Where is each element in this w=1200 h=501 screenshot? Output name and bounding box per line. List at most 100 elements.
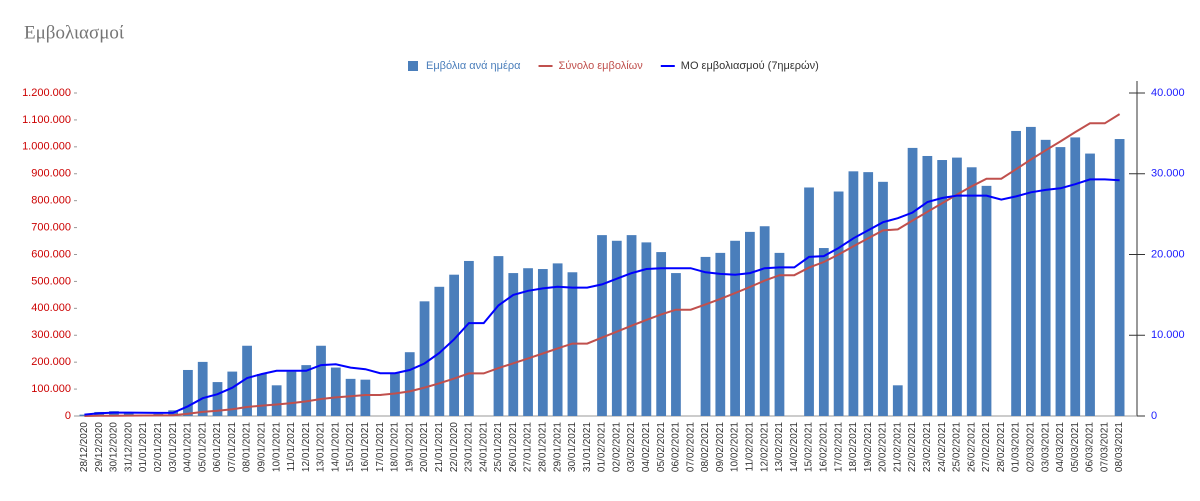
x-tick-label: 20/02/2021 xyxy=(878,422,889,472)
bar xyxy=(301,365,312,416)
bar xyxy=(537,269,548,416)
x-tick-label: 05/02/2021 xyxy=(656,422,667,472)
x-tick-label: 02/03/2021 xyxy=(1026,422,1037,472)
x-tick-label: 01/02/2021 xyxy=(597,422,608,472)
y2-tick-label: 20.000 xyxy=(1151,248,1185,260)
bar xyxy=(952,157,962,416)
bar xyxy=(1114,139,1125,416)
x-tick-label: 27/01/2021 xyxy=(523,422,534,472)
bar xyxy=(434,286,445,416)
x-tick-label: 04/01/2021 xyxy=(183,422,194,472)
bar xyxy=(878,181,888,416)
y-tick-label: 200.000 xyxy=(31,356,71,368)
bar xyxy=(360,379,371,416)
bar xyxy=(922,155,933,417)
x-tick-label: 02/01/2021 xyxy=(153,422,164,472)
y2-tick-label: 40.000 xyxy=(1151,87,1185,99)
x-tick-label: 25/02/2021 xyxy=(952,422,963,472)
bar xyxy=(863,172,874,416)
x-tick-label: 23/01/2021 xyxy=(464,422,475,472)
x-tick-label: 11/02/2021 xyxy=(745,422,756,472)
y-tick-label: 600.000 xyxy=(31,248,71,260)
x-tick-label: 13/02/2021 xyxy=(774,422,785,472)
x-tick-label: 08/02/2021 xyxy=(700,422,711,472)
y-tick-label: 800.000 xyxy=(31,195,71,207)
x-tick-label: 08/03/2021 xyxy=(1114,422,1125,472)
bar xyxy=(848,171,859,416)
x-tick-label: 12/01/2021 xyxy=(301,422,312,472)
x-tick-label: 28/01/2021 xyxy=(537,422,548,472)
x-tick-label: 03/02/2021 xyxy=(626,422,637,472)
bar xyxy=(745,231,755,416)
bar xyxy=(123,412,134,416)
x-tick-label: 17/01/2021 xyxy=(375,422,386,472)
legend-label: Εμβόλια ανά ημέρα xyxy=(426,60,521,72)
x-tick-label: 15/01/2021 xyxy=(345,422,356,472)
bar xyxy=(804,187,814,416)
x-tick-label: 15/02/2021 xyxy=(804,422,815,472)
y-tick-label: 1.100.000 xyxy=(22,114,71,126)
bar xyxy=(271,385,282,416)
legend-label: Σύνολο εμβολίων xyxy=(559,60,644,72)
x-tick-label: 31/01/2021 xyxy=(582,422,593,472)
bar xyxy=(508,273,519,416)
x-tick-label: 24/02/2021 xyxy=(937,422,948,472)
bar xyxy=(227,371,238,416)
x-tick-label: 27/02/2021 xyxy=(981,422,992,472)
bar xyxy=(1011,130,1021,416)
line xyxy=(84,178,1120,416)
x-tick-label: 01/03/2021 xyxy=(1011,422,1022,472)
x-tick-label: 13/01/2021 xyxy=(316,422,327,472)
y-tick-label: 700.000 xyxy=(31,221,71,233)
x-tick-label: 21/01/2021 xyxy=(434,422,445,472)
x-tick-label: 09/01/2021 xyxy=(256,422,267,472)
x-tick-label: 14/01/2021 xyxy=(330,422,341,472)
bar xyxy=(419,301,430,416)
x-tick-label: 06/01/2021 xyxy=(212,422,223,472)
x-tick-label: 07/01/2021 xyxy=(227,422,238,472)
x-tick-label: 23/02/2021 xyxy=(922,422,933,472)
bar xyxy=(449,274,459,416)
bar xyxy=(523,268,533,416)
bar xyxy=(759,226,770,416)
bar xyxy=(597,235,607,416)
y-tick-label: 900.000 xyxy=(31,168,71,180)
x-tick-label: 11/01/2021 xyxy=(286,422,297,472)
y-tick-label: 0 xyxy=(65,410,71,422)
legend: Εμβόλια ανά ημέρα Σύνολο εμβολίων ΜΟ εμβολ… xyxy=(408,60,819,72)
x-tick-label: 07/02/2021 xyxy=(685,422,696,472)
bar xyxy=(1040,139,1051,416)
bar xyxy=(286,371,297,416)
bar xyxy=(242,345,252,416)
bar xyxy=(715,252,726,416)
x-tick-label: 03/03/2021 xyxy=(1040,422,1051,472)
x-tick-label: 14/02/2021 xyxy=(789,422,800,472)
x-tick-label: 26/01/2021 xyxy=(508,422,519,472)
bar xyxy=(774,252,785,416)
x-tick-label: 31/12/2020 xyxy=(123,422,134,472)
bar xyxy=(671,273,681,416)
bar xyxy=(256,374,267,416)
x-tick-label: 28/12/2020 xyxy=(79,422,90,472)
bar xyxy=(212,382,223,416)
x-tick-label: 28/02/2021 xyxy=(996,422,1007,472)
bar xyxy=(1055,147,1066,417)
x-tick-label: 09/02/2021 xyxy=(715,422,726,472)
bar xyxy=(611,240,622,416)
x-tick-label: 03/01/2021 xyxy=(168,422,179,472)
x-tick-label: 30/01/2021 xyxy=(567,422,578,472)
x-tick-label: 05/03/2021 xyxy=(1070,422,1081,472)
x-tick-label: 18/01/2021 xyxy=(390,422,401,472)
bar xyxy=(493,256,504,416)
x-tick-label: 08/01/2021 xyxy=(242,422,253,472)
bar xyxy=(316,345,326,416)
bar xyxy=(1070,137,1081,416)
bar xyxy=(552,263,563,416)
chart-title: Εμβολιασμοί xyxy=(24,22,125,43)
x-tick-label: 16/01/2021 xyxy=(360,422,371,472)
y-tick-label: 400.000 xyxy=(31,302,71,314)
bar xyxy=(833,191,844,416)
y2-tick-label: 10.000 xyxy=(1151,329,1185,341)
bar xyxy=(345,378,356,416)
